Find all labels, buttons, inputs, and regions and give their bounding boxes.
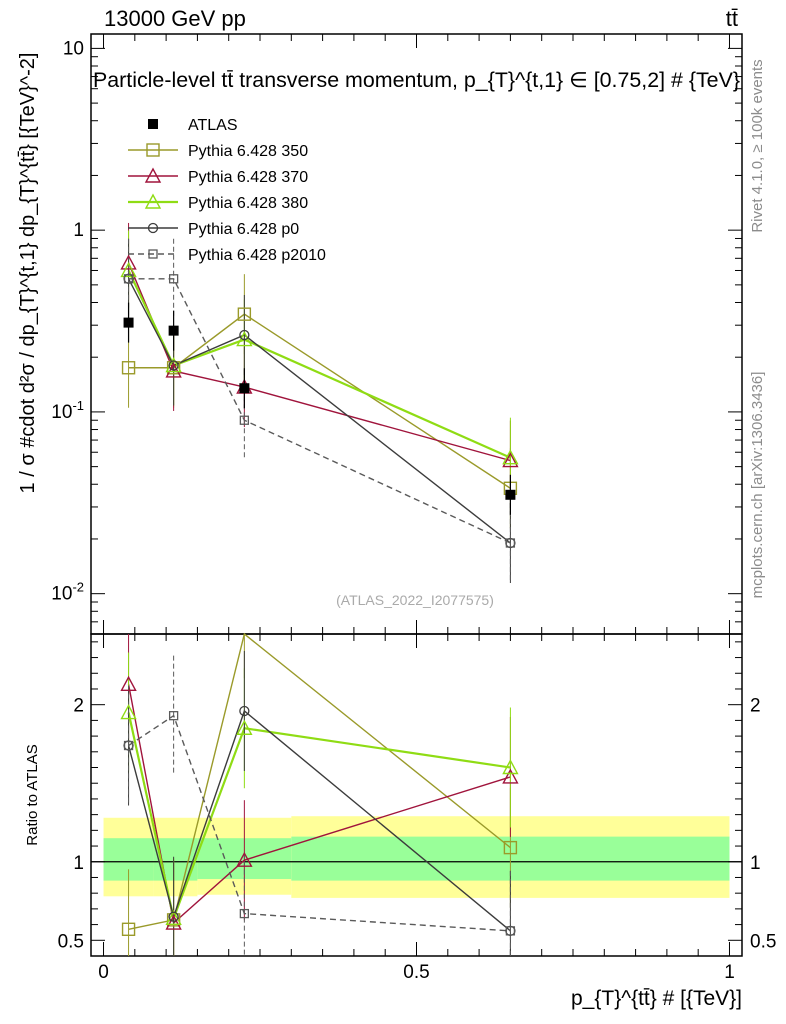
- y-tick-label: 10-2: [51, 580, 84, 605]
- ratio-point: [239, 908, 250, 919]
- legend-marker: [144, 167, 162, 183]
- data-point: [121, 361, 136, 375]
- ratio-point: [502, 768, 519, 784]
- ratio-tick-label-left: 0.5: [58, 931, 84, 952]
- x-tick-label: 0.5: [403, 962, 429, 983]
- data-point: [168, 274, 179, 284]
- ratio-point: [165, 909, 182, 926]
- ratio-series-line: [128, 632, 511, 930]
- x-tick-label: 1: [724, 962, 735, 983]
- legend: ATLAS Pythia 6.428 350 Pythia 6.428 370 Pyt…: [128, 117, 326, 264]
- data-point: [505, 538, 516, 548]
- ratio-point: [121, 922, 136, 936]
- ratio-series-line: [127, 709, 511, 932]
- ratio-point: [123, 740, 134, 751]
- ratio-series-line: [127, 684, 511, 925]
- legend-marker: [148, 249, 158, 259]
- rivet-label: Rivet 4.1.0, ≥ 100k events: [749, 59, 766, 232]
- data-point: [165, 362, 182, 378]
- y-axis-label: 1 / σ #cdot d²σ / dp_{T}^{t,1} dp_{T}^{t…: [17, 53, 39, 494]
- data-point: [237, 307, 252, 321]
- series-line: [128, 278, 511, 544]
- data-point: [166, 361, 181, 375]
- ratio-point: [120, 675, 137, 691]
- data-point: [502, 452, 519, 468]
- legend-label: Pythia 6.428 p2010: [188, 247, 326, 264]
- ratio-point: [503, 840, 518, 855]
- ratio-point: [505, 926, 516, 936]
- x-axis-label: p_{T}^{tt̄} # [{TeV}]: [571, 987, 742, 1010]
- data-point: [120, 254, 137, 270]
- ratio-point: [120, 704, 137, 720]
- ratio-tick-label-right: 0.5: [750, 931, 776, 952]
- ratio-point: [166, 913, 181, 927]
- axis-ticks: 0 0.5 1 10 1 10-1 10-2 0.5 0.5 1 1 2 2: [51, 34, 776, 983]
- data-point: [236, 331, 253, 347]
- series-line: [128, 313, 511, 489]
- data-point: [120, 262, 137, 278]
- legend-marker: [144, 193, 162, 209]
- data-point: [502, 449, 519, 465]
- mcplots-label: mcplots.cern.ch [arXiv:1306.3436]: [749, 372, 766, 599]
- ratio-point: [239, 705, 250, 717]
- ratio-point: [168, 711, 179, 721]
- series-line: [127, 270, 511, 459]
- legend-label-atlas: ATLAS: [188, 117, 238, 134]
- legend-marker-atlas: [148, 119, 158, 129]
- energy-label: 13000 GeV pp: [104, 6, 246, 31]
- atlas-data-point: [239, 383, 250, 394]
- chart-title: Particle-level tt̄ transverse momentum, …: [93, 69, 740, 92]
- ratio-point: [236, 851, 253, 867]
- y-tick-label: 10: [63, 38, 84, 59]
- x-tick-label: 0: [98, 962, 109, 983]
- ratio-point: [236, 719, 253, 735]
- atlas-data-point: [505, 489, 516, 500]
- data-point: [239, 329, 250, 341]
- data-point: [165, 357, 182, 373]
- atlas-data-point: [168, 325, 179, 336]
- ratio-point: [502, 759, 519, 775]
- ratio-tick-label-right: 2: [750, 696, 761, 717]
- legend-label: Pythia 6.428 380: [188, 195, 308, 212]
- series-markers: [120, 254, 519, 937]
- process-label: tt̄: [726, 6, 738, 31]
- legend-label: Pythia 6.428 350: [188, 143, 308, 160]
- ratio-y-axis-label: Ratio to ATLAS: [24, 744, 41, 845]
- y-tick-label: 10-1: [51, 398, 84, 423]
- y-tick-label: 1: [73, 220, 84, 241]
- legend-marker: [146, 143, 160, 157]
- legend-label: Pythia 6.428 p0: [188, 221, 299, 238]
- legend-label: Pythia 6.428 370: [188, 169, 308, 186]
- analysis-tag: (ATLAS_2022_I2077575): [336, 592, 494, 608]
- data-point: [123, 274, 134, 284]
- atlas-data-point: [123, 317, 134, 328]
- data-point: [168, 360, 179, 371]
- ratio-point: [165, 914, 182, 930]
- data-point: [239, 415, 250, 425]
- ratio-tick-label-left: 1: [73, 853, 84, 874]
- ratio-tick-label-right: 1: [750, 853, 761, 874]
- ratio-series-line: [127, 712, 511, 923]
- ratio-tick-label-left: 2: [73, 696, 84, 717]
- ratio-point: [168, 911, 179, 922]
- legend-marker: [147, 222, 159, 234]
